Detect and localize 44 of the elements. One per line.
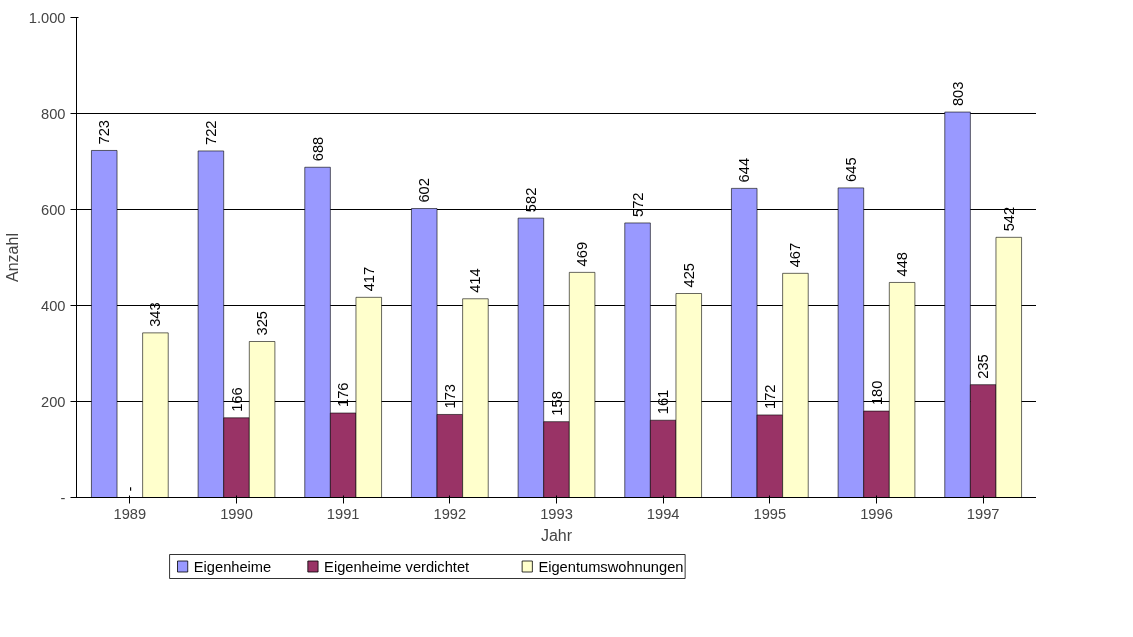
y-tick-label: 400 bbox=[41, 297, 66, 314]
data-label: 722 bbox=[202, 120, 219, 145]
x-tick-label: 1992 bbox=[433, 505, 467, 522]
data-label: 172 bbox=[761, 384, 778, 409]
data-label: 180 bbox=[868, 380, 885, 406]
x-tick-label: 1990 bbox=[220, 505, 253, 522]
data-label: 325 bbox=[254, 311, 271, 336]
x-axis-title: Jahr bbox=[540, 526, 573, 544]
data-label: 176 bbox=[335, 382, 352, 408]
data-label: 414 bbox=[467, 268, 484, 293]
y-tick-label: 800 bbox=[41, 105, 66, 122]
data-label: 161 bbox=[655, 389, 672, 415]
data-label: 417 bbox=[360, 266, 377, 292]
legend-label: Eigenheime bbox=[193, 558, 272, 575]
x-tick-label: 1995 bbox=[753, 505, 787, 522]
data-label: 644 bbox=[736, 157, 753, 183]
y-axis-title: Anzahl bbox=[3, 233, 21, 282]
data-label: 467 bbox=[787, 242, 804, 268]
data-label: 425 bbox=[680, 263, 697, 288]
data-label: 469 bbox=[574, 241, 591, 267]
data-label: 448 bbox=[894, 251, 911, 277]
data-label: 173 bbox=[441, 383, 458, 409]
legend-label: Eigenheime verdichtet bbox=[324, 558, 470, 575]
x-tick-label: 1996 bbox=[860, 505, 893, 522]
x-tick-label: 1993 bbox=[540, 505, 573, 522]
y-tick-label: 1.000 bbox=[28, 9, 66, 26]
x-tick-label: 1991 bbox=[326, 505, 360, 522]
x-tick-label: 1994 bbox=[646, 505, 680, 522]
legend-label: Eigentumswohnungen bbox=[538, 558, 684, 575]
x-tick-label: 1989 bbox=[113, 505, 147, 522]
data-label: 688 bbox=[309, 136, 326, 162]
data-label: 235 bbox=[975, 354, 992, 379]
y-tick-label: - bbox=[60, 489, 66, 506]
data-label: 803 bbox=[949, 81, 966, 107]
data-label: 602 bbox=[416, 178, 433, 203]
data-label: 343 bbox=[147, 302, 164, 327]
x-tick-label: 1997 bbox=[966, 505, 1000, 522]
y-tick-label: 200 bbox=[41, 393, 66, 410]
text: - bbox=[121, 486, 138, 492]
data-label: 582 bbox=[522, 187, 539, 213]
data-label: 572 bbox=[629, 192, 646, 217]
data-label: 723 bbox=[96, 119, 113, 145]
y-tick-label: 600 bbox=[41, 201, 66, 218]
data-label: 645 bbox=[842, 157, 859, 182]
